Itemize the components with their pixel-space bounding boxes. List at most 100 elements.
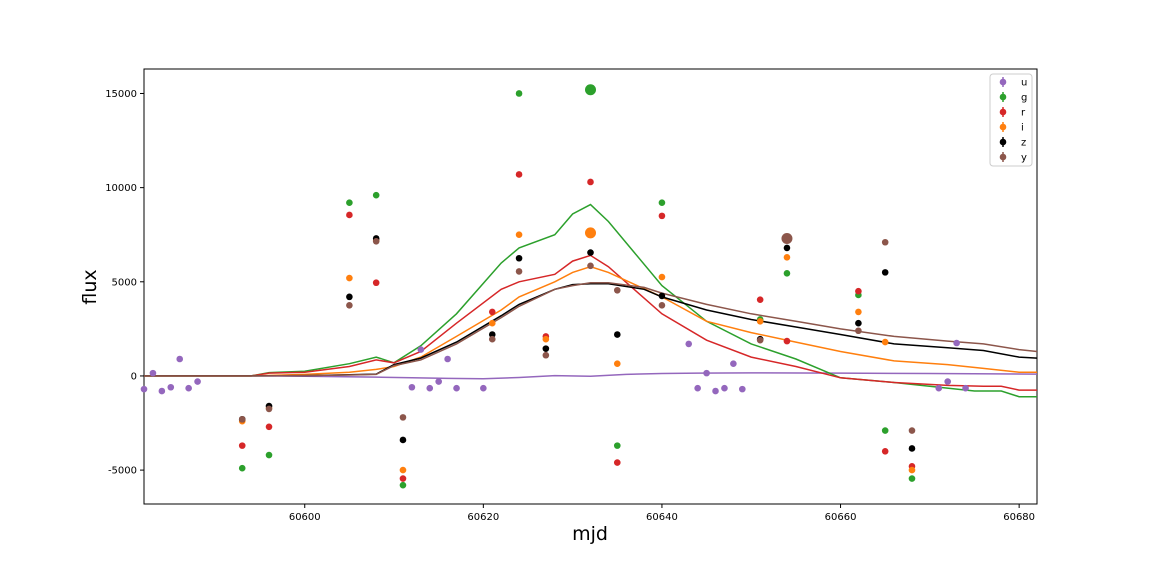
point-y	[658, 302, 666, 309]
point-y	[346, 302, 353, 309]
point-g	[346, 199, 353, 207]
point-i	[346, 274, 353, 282]
legend-label-r: r	[1021, 108, 1026, 119]
point-u	[730, 360, 737, 368]
point-u	[167, 383, 175, 391]
point-i	[613, 360, 621, 368]
point-z	[613, 331, 621, 338]
legend-marker-g	[999, 93, 1007, 101]
point-u	[453, 384, 460, 392]
point-r	[238, 442, 246, 449]
point-g	[238, 464, 246, 472]
point-u	[962, 384, 969, 392]
point-z	[488, 331, 496, 338]
point-r	[881, 447, 889, 455]
point-u	[444, 355, 451, 363]
point-r	[587, 178, 594, 186]
point-g	[908, 475, 916, 482]
point-y	[399, 414, 407, 421]
x-tick-label: 60620	[467, 512, 499, 523]
point-g	[658, 199, 666, 207]
point-z	[658, 292, 666, 300]
point-i	[515, 231, 523, 239]
y-axis-title: flux	[79, 269, 101, 304]
point-r	[756, 296, 764, 303]
point-u	[703, 369, 710, 377]
point-r	[265, 423, 273, 431]
point-u	[694, 384, 701, 392]
point-z	[855, 319, 862, 327]
point-r	[372, 279, 380, 287]
y-tick-label: 0	[131, 371, 137, 382]
legend-label-i: i	[1021, 123, 1024, 134]
legend-marker-r	[999, 108, 1007, 116]
point-u	[149, 369, 157, 377]
point-i	[881, 338, 889, 346]
point-y	[265, 405, 273, 413]
point-y	[908, 427, 916, 434]
plot-area	[143, 68, 1038, 505]
point-u	[685, 340, 693, 348]
point-u	[944, 378, 951, 385]
point-y	[756, 336, 764, 344]
point-u	[140, 385, 148, 393]
legend-label-y: y	[1021, 153, 1027, 164]
legend-marker-u	[999, 78, 1007, 86]
point-g	[265, 451, 273, 459]
point-i	[855, 308, 862, 316]
point-y	[238, 415, 246, 423]
x-axis-ticks: 60600 60620 60640 60660 60680	[289, 504, 1035, 523]
point-g	[881, 427, 889, 434]
point-large-y	[781, 232, 793, 244]
legend-label-z: z	[1021, 138, 1026, 149]
point-i	[756, 318, 764, 325]
point-g	[613, 442, 621, 449]
y-tick-label: 10000	[105, 183, 137, 194]
point-i	[658, 273, 666, 281]
point-y	[515, 268, 523, 275]
x-tick-label: 60680	[1003, 512, 1035, 523]
point-g	[783, 270, 791, 277]
point-z	[881, 269, 889, 276]
point-u	[176, 355, 184, 363]
point-z	[542, 345, 550, 352]
model-curve-u	[144, 372, 1038, 380]
point-z	[587, 249, 594, 256]
x-axis-title: mjd	[572, 523, 608, 545]
point-u	[426, 384, 434, 392]
point-r	[399, 475, 407, 482]
point-large-g	[585, 84, 596, 96]
point-u	[480, 384, 487, 392]
model-curve-i	[144, 265, 1037, 377]
model-curves	[144, 203, 1038, 398]
point-u	[408, 383, 416, 391]
point-r	[515, 171, 523, 178]
point-u	[185, 384, 192, 392]
point-r	[783, 337, 791, 345]
point-u	[158, 387, 166, 395]
point-y	[881, 238, 889, 246]
point-g	[372, 191, 380, 199]
point-g	[515, 90, 523, 97]
x-tick-label: 60640	[646, 512, 678, 523]
point-r	[613, 459, 621, 466]
point-i	[488, 319, 496, 327]
point-r	[488, 308, 496, 316]
point-y	[372, 238, 380, 245]
point-i	[908, 466, 916, 474]
point-z	[399, 436, 407, 444]
point-y	[587, 262, 594, 270]
point-u	[953, 339, 960, 347]
legend-marker-i	[999, 123, 1007, 131]
point-i	[399, 466, 407, 474]
y-tick-label: -5000	[108, 466, 137, 477]
point-u	[194, 378, 201, 385]
point-y	[542, 351, 550, 359]
point-i	[783, 254, 791, 261]
point-u	[721, 384, 728, 392]
point-r	[658, 212, 666, 220]
point-z	[515, 254, 523, 262]
point-u	[435, 378, 442, 385]
point-r	[855, 287, 862, 295]
point-z	[908, 445, 916, 452]
